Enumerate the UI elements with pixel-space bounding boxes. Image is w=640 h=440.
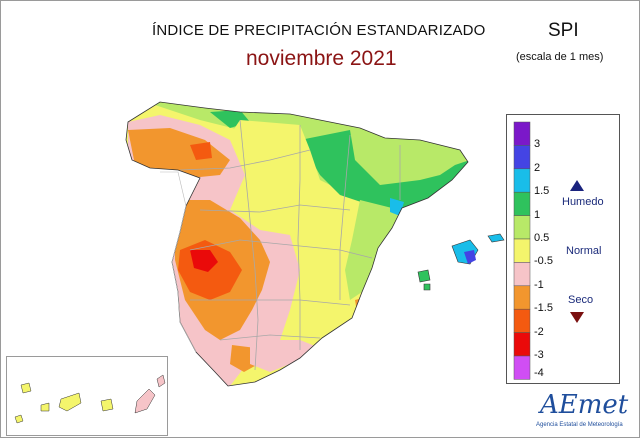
legend-tick-label: -0.5: [534, 255, 553, 267]
map-period: noviembre 2021: [246, 47, 397, 70]
legend-class-dry: Seco: [568, 294, 594, 306]
legend-swatch: [513, 355, 531, 380]
legend-swatch: [513, 191, 531, 216]
legend-tick-label: 3: [534, 138, 541, 150]
canary-islands-inset: [6, 356, 168, 436]
legend-tick-label: -3: [534, 349, 544, 361]
legend-swatch: [513, 238, 531, 263]
legend-tick-label: 0.5: [534, 232, 550, 244]
legend-tick-label: 1: [534, 209, 541, 221]
province-borders: [179, 119, 401, 371]
legend-swatch: [513, 262, 531, 287]
legend-tick-label: 2: [534, 162, 541, 174]
triangle-up-icon: [570, 180, 584, 191]
legend-swatch: [513, 145, 531, 170]
legend-swatch: [513, 285, 531, 310]
legend-tick-label: -1.5: [534, 302, 553, 314]
index-name: SPI: [548, 20, 579, 41]
legend-swatch: [513, 332, 531, 357]
legend-tick-label: -1: [534, 279, 544, 291]
legend-swatch: [513, 168, 531, 193]
legend-class-wet: Humedo: [562, 196, 604, 208]
legend-swatch: [513, 121, 531, 146]
peninsula-fill: [126, 102, 468, 386]
legend-swatch: [513, 215, 531, 240]
legend-tick-label: 1.5: [534, 185, 550, 197]
map-title: ÍNDICE DE PRECIPITACIÓN ESTANDARIZADO: [152, 22, 486, 39]
triangle-down-icon: [570, 312, 584, 323]
aemet-logo: AEmet: [540, 390, 629, 420]
legend-tick-label: -2: [534, 326, 544, 338]
legend-class-normal: Normal: [566, 245, 602, 257]
scale-note: (escala de 1 mes): [516, 51, 604, 63]
canary-islands-map: [14, 374, 166, 424]
legend-tick-label: -4: [534, 367, 544, 379]
balearic-islands: [417, 233, 505, 291]
legend-swatch: [513, 308, 531, 333]
portugal-border: [160, 171, 197, 353]
agency-name: Agencia Estatal de Meteorología: [536, 422, 623, 428]
